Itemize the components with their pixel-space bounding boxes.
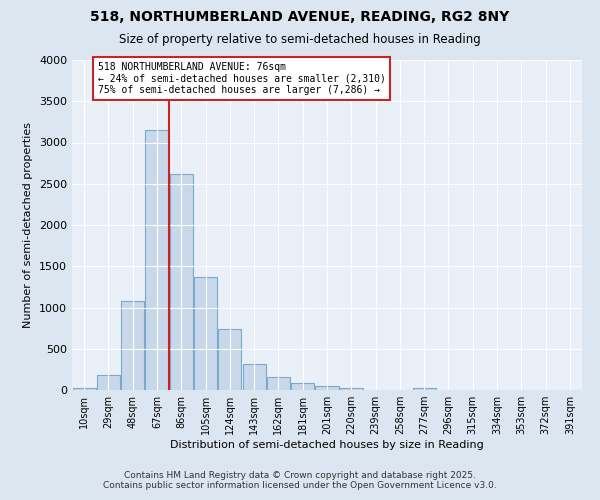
Bar (97, 375, 120, 390)
Bar (145, 130, 169, 390)
Text: Contains HM Land Registry data © Crown copyright and database right 2025.
Contai: Contains HM Land Registry data © Crown c… (103, 470, 497, 490)
Bar (218, 329, 241, 390)
Text: 518 NORTHUMBERLAND AVENUE: 76sqm
← 24% of semi-detached houses are smaller (2,31: 518 NORTHUMBERLAND AVENUE: 76sqm ← 24% o… (97, 62, 385, 95)
Bar (267, 377, 290, 390)
Bar (291, 384, 314, 390)
Text: Size of property relative to semi-detached houses in Reading: Size of property relative to semi-detach… (119, 32, 481, 46)
Text: 518, NORTHUMBERLAND AVENUE, READING, RG2 8NY: 518, NORTHUMBERLAND AVENUE, READING, RG2… (91, 10, 509, 24)
Bar (316, 386, 338, 390)
Bar (413, 388, 436, 390)
Bar (194, 277, 217, 390)
Bar (121, 301, 144, 390)
Bar (170, 174, 193, 390)
Bar (340, 388, 363, 390)
Y-axis label: Number of semi-detached properties: Number of semi-detached properties (23, 122, 34, 328)
X-axis label: Distribution of semi-detached houses by size in Reading: Distribution of semi-detached houses by … (170, 440, 484, 450)
Bar (73, 388, 95, 390)
Bar (242, 364, 266, 390)
